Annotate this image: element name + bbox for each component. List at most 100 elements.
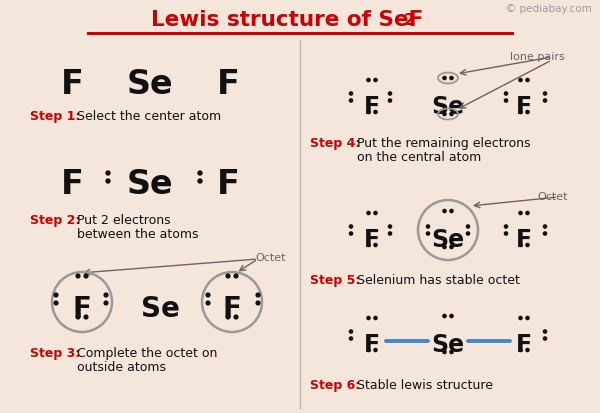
Circle shape <box>198 171 202 175</box>
Text: Se: Se <box>431 228 464 252</box>
Text: F: F <box>61 168 83 201</box>
Circle shape <box>443 209 446 213</box>
Text: Se: Se <box>431 95 464 119</box>
Circle shape <box>526 349 529 351</box>
Circle shape <box>519 78 522 82</box>
Text: Octet: Octet <box>255 253 286 263</box>
Text: F: F <box>364 228 380 252</box>
Circle shape <box>349 92 353 95</box>
Text: lone pairs: lone pairs <box>510 52 565 62</box>
Text: F: F <box>364 333 380 357</box>
Circle shape <box>349 225 353 228</box>
Text: Step 6:: Step 6: <box>310 379 360 392</box>
Text: Step 2:: Step 2: <box>30 214 80 227</box>
Circle shape <box>544 330 547 333</box>
Circle shape <box>519 316 522 320</box>
Circle shape <box>450 209 453 213</box>
Circle shape <box>76 274 80 278</box>
Circle shape <box>519 243 522 247</box>
Text: between the atoms: between the atoms <box>77 228 199 241</box>
Circle shape <box>388 225 392 228</box>
Circle shape <box>106 179 110 183</box>
Text: Stable lewis structure: Stable lewis structure <box>357 379 493 392</box>
Circle shape <box>234 315 238 319</box>
Text: Lewis structure of SeF: Lewis structure of SeF <box>151 10 423 30</box>
Text: Se: Se <box>140 295 179 323</box>
Circle shape <box>466 232 470 235</box>
Circle shape <box>519 349 522 351</box>
Circle shape <box>443 76 446 80</box>
Text: F: F <box>223 295 241 323</box>
Circle shape <box>505 225 508 228</box>
Text: Step 4:: Step 4: <box>310 137 361 150</box>
Circle shape <box>367 110 370 114</box>
Text: Put the remaining electrons: Put the remaining electrons <box>357 137 530 150</box>
Circle shape <box>54 301 58 305</box>
Text: Select the center atom: Select the center atom <box>77 110 221 123</box>
Circle shape <box>544 337 547 340</box>
Text: © pediabay.com: © pediabay.com <box>506 4 592 14</box>
Text: on the central atom: on the central atom <box>357 151 481 164</box>
Text: 2: 2 <box>404 13 415 28</box>
Circle shape <box>226 274 230 278</box>
Text: Step 5:: Step 5: <box>310 274 361 287</box>
Text: outside atoms: outside atoms <box>77 361 166 374</box>
Circle shape <box>526 316 529 320</box>
Circle shape <box>349 330 353 333</box>
Circle shape <box>256 293 260 297</box>
Circle shape <box>388 99 392 102</box>
Text: F: F <box>516 333 532 357</box>
Circle shape <box>374 349 377 351</box>
Text: F: F <box>217 68 239 101</box>
Circle shape <box>526 78 529 82</box>
Circle shape <box>54 293 58 297</box>
Circle shape <box>84 315 88 319</box>
Text: F: F <box>217 168 239 201</box>
Circle shape <box>374 243 377 247</box>
Circle shape <box>349 337 353 340</box>
Circle shape <box>443 112 446 116</box>
Circle shape <box>526 243 529 247</box>
Circle shape <box>206 293 210 297</box>
Circle shape <box>505 99 508 102</box>
Circle shape <box>526 110 529 114</box>
Circle shape <box>226 315 230 319</box>
Circle shape <box>367 78 370 82</box>
Circle shape <box>367 243 370 247</box>
Circle shape <box>450 245 453 249</box>
Circle shape <box>443 314 446 318</box>
Circle shape <box>367 349 370 351</box>
Circle shape <box>450 112 453 116</box>
Circle shape <box>104 301 108 305</box>
Circle shape <box>544 225 547 228</box>
Text: Step 1:: Step 1: <box>30 110 80 123</box>
Circle shape <box>106 171 110 175</box>
Circle shape <box>443 350 446 354</box>
Circle shape <box>450 76 453 80</box>
Circle shape <box>427 225 430 228</box>
Circle shape <box>76 315 80 319</box>
Circle shape <box>505 232 508 235</box>
Text: Step 3:: Step 3: <box>30 347 80 360</box>
Circle shape <box>256 301 260 305</box>
Circle shape <box>388 92 392 95</box>
Circle shape <box>374 78 377 82</box>
Circle shape <box>206 301 210 305</box>
Circle shape <box>544 99 547 102</box>
Circle shape <box>367 316 370 320</box>
Circle shape <box>104 293 108 297</box>
Text: F: F <box>516 95 532 119</box>
Circle shape <box>450 350 453 354</box>
Text: Se: Se <box>127 68 173 101</box>
Circle shape <box>427 232 430 235</box>
Circle shape <box>544 92 547 95</box>
Circle shape <box>198 179 202 183</box>
Circle shape <box>84 274 88 278</box>
Circle shape <box>234 274 238 278</box>
Text: F: F <box>73 295 91 323</box>
Text: Complete the octet on: Complete the octet on <box>77 347 217 360</box>
Circle shape <box>374 110 377 114</box>
Text: Octet: Octet <box>538 192 568 202</box>
Text: Put 2 electrons: Put 2 electrons <box>77 214 170 227</box>
Circle shape <box>450 314 453 318</box>
